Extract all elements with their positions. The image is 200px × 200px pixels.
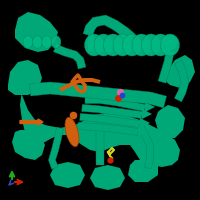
Point: [116, 96, 120, 100]
Polygon shape: [59, 78, 100, 92]
Polygon shape: [85, 97, 146, 111]
Ellipse shape: [32, 36, 42, 48]
Polygon shape: [128, 160, 158, 182]
Polygon shape: [137, 123, 153, 169]
Ellipse shape: [104, 34, 122, 56]
Polygon shape: [90, 165, 125, 190]
Polygon shape: [50, 162, 85, 188]
Polygon shape: [140, 118, 150, 128]
Ellipse shape: [142, 34, 160, 56]
Polygon shape: [155, 105, 185, 138]
Polygon shape: [15, 12, 58, 52]
Polygon shape: [138, 126, 148, 136]
Polygon shape: [29, 82, 167, 108]
Polygon shape: [80, 114, 140, 127]
Ellipse shape: [160, 34, 180, 56]
Polygon shape: [162, 55, 195, 88]
Ellipse shape: [94, 34, 113, 56]
Polygon shape: [78, 123, 138, 135]
Polygon shape: [54, 44, 86, 69]
Ellipse shape: [132, 34, 151, 56]
Polygon shape: [83, 15, 135, 42]
Point: [120, 93, 124, 97]
Polygon shape: [20, 70, 180, 167]
Polygon shape: [145, 102, 155, 112]
Polygon shape: [49, 127, 63, 169]
Polygon shape: [165, 35, 178, 52]
Polygon shape: [174, 60, 189, 102]
Point: [108, 158, 112, 162]
Ellipse shape: [23, 36, 33, 48]
Ellipse shape: [151, 34, 170, 56]
Point: [71, 113, 75, 117]
Polygon shape: [8, 60, 42, 95]
Polygon shape: [12, 130, 45, 160]
Polygon shape: [158, 51, 174, 83]
Ellipse shape: [42, 36, 52, 48]
Polygon shape: [96, 115, 104, 165]
Ellipse shape: [113, 34, 132, 56]
Polygon shape: [142, 109, 152, 119]
Ellipse shape: [51, 36, 61, 48]
Ellipse shape: [122, 34, 142, 56]
Polygon shape: [82, 105, 142, 118]
Ellipse shape: [65, 117, 79, 147]
Point: [118, 90, 122, 94]
Ellipse shape: [84, 34, 104, 56]
FancyArrow shape: [20, 119, 43, 125]
Polygon shape: [88, 35, 95, 52]
